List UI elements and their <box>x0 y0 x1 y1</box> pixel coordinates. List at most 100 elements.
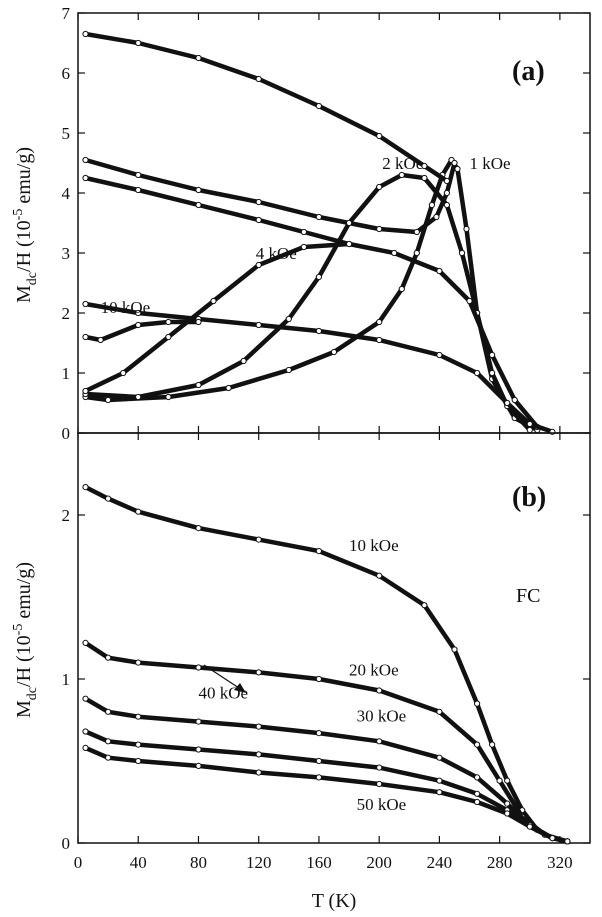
data-point-50-koe <box>564 838 571 845</box>
data-point-2-koe <box>195 54 202 62</box>
data-point-20-koe <box>376 687 383 694</box>
x-tick-label: 80 <box>190 853 207 872</box>
data-point-4-koe <box>511 396 518 404</box>
data-point-2-koe <box>376 183 383 191</box>
data-point-1-koe <box>165 393 172 401</box>
data-point-30-koe <box>195 718 202 725</box>
data-point-10-koe <box>436 351 443 359</box>
data-point-50-koe <box>436 789 443 796</box>
data-point-4-koe <box>255 216 262 224</box>
data-point-2-koe <box>315 102 322 110</box>
annotation-10-koe: 10 kOe <box>349 536 399 555</box>
data-point-1-koe <box>398 285 405 293</box>
data-point-2-koe <box>240 357 247 365</box>
data-point-1-koe <box>82 156 89 164</box>
data-point-40-koe <box>105 738 112 745</box>
data-point-4-koe <box>300 243 307 251</box>
data-point-50-koe <box>474 798 481 806</box>
panel-a-y-ticks: 0 1 2 3 4 5 6 7 <box>62 4 590 443</box>
panel-a-label: (a) <box>512 56 545 87</box>
data-point-10-koe <box>376 572 383 579</box>
data-point-2-koe <box>376 132 383 140</box>
data-point-10-koe <box>82 333 89 341</box>
data-point-1-koe <box>433 213 440 221</box>
data-point-20-koe <box>474 741 481 748</box>
data-point-50-koe <box>105 754 112 761</box>
data-point-1-koe <box>376 225 383 233</box>
x-axis-label: T (K) <box>312 890 357 912</box>
data-point-40-koe <box>376 764 383 771</box>
data-point-2-koe <box>489 369 496 377</box>
data-point-10-koe <box>421 602 428 609</box>
series-line-2-koe <box>83 31 450 184</box>
data-point-1-koe <box>255 198 262 206</box>
y-tick-label: 4 <box>62 184 71 203</box>
annotation-50-koe: 50 kOe <box>357 795 407 814</box>
data-point-2-koe <box>135 393 142 401</box>
data-point-40-koe <box>315 757 322 765</box>
series-line-1-koe <box>83 157 540 433</box>
data-point-40-koe <box>82 728 89 735</box>
data-point-2-koe <box>346 219 353 227</box>
data-point-2-koe <box>421 174 428 182</box>
data-point-10-koe <box>195 318 202 326</box>
data-point-30-koe <box>105 708 112 715</box>
data-point-10-koe <box>451 646 458 653</box>
data-point-30-koe <box>255 723 262 730</box>
data-point-2-koe <box>443 177 450 185</box>
data-point-10-koe <box>105 495 112 502</box>
data-point-10-koe <box>165 318 172 326</box>
panel-b-frame <box>77 432 591 844</box>
data-point-1-koe <box>195 186 202 194</box>
data-point-1-koe <box>225 384 232 392</box>
data-point-40-koe <box>135 741 142 748</box>
data-point-50-koe <box>526 823 533 830</box>
data-point-40-koe <box>436 777 443 784</box>
y-tick-label: 3 <box>62 244 71 263</box>
x-tick-label: 240 <box>427 853 453 872</box>
y-tick-label: 0 <box>62 424 71 443</box>
y-tick-label: 1 <box>62 670 71 689</box>
panel-b-y-ticks: 0 1 2 <box>62 506 590 853</box>
annotation-2-koe: 2 kOe <box>382 154 423 173</box>
data-point-30-koe <box>135 713 142 720</box>
data-point-20-koe <box>105 654 112 661</box>
series-line-2-koe <box>83 172 533 433</box>
data-point-20-koe <box>315 675 322 683</box>
data-point-10-koe <box>135 309 142 317</box>
data-point-2-koe <box>458 249 466 257</box>
data-point-10-koe <box>376 336 383 344</box>
data-point-10-koe <box>195 525 202 532</box>
data-point-10-koe <box>97 336 104 344</box>
data-point-4-koe <box>120 369 127 377</box>
data-point-4-koe <box>346 240 353 248</box>
data-point-10-koe <box>255 536 262 543</box>
panel-b-note: FC <box>516 585 540 607</box>
data-point-1-koe <box>443 189 450 197</box>
data-point-1-koe <box>376 318 383 326</box>
data-point-10-koe <box>474 369 481 377</box>
panel-a: 0 1 2 3 4 5 6 7 1 kOe 2 kOe 4 kOe 10 kOe (a) Mdc/H… <box>11 4 591 443</box>
data-point-50-koe <box>376 780 383 788</box>
data-point-20-koe <box>195 664 202 671</box>
data-point-4-koe <box>195 201 202 209</box>
annotation-30-koe: 30 kOe <box>357 707 407 726</box>
data-point-4-koe <box>255 261 262 269</box>
data-point-20-koe <box>255 669 262 676</box>
data-point-2-koe <box>285 315 292 323</box>
x-axis-ticks: 0 40 80 120 160 200 240 280 320 <box>74 13 573 872</box>
panel-b-series <box>82 484 571 845</box>
data-point-4-koe <box>82 174 89 182</box>
data-point-10-koe <box>255 321 262 329</box>
data-point-10-koe <box>526 420 533 428</box>
y-tick-label: 2 <box>62 506 71 525</box>
data-point-1-koe <box>463 225 470 233</box>
x-tick-label: 200 <box>366 853 392 872</box>
data-point-2-koe <box>255 75 262 83</box>
data-point-10-koe <box>504 777 511 784</box>
data-point-1-koe <box>315 213 322 221</box>
y-tick-label: 7 <box>62 4 71 23</box>
data-point-10-koe <box>315 548 322 555</box>
data-point-10-koe <box>489 741 496 748</box>
